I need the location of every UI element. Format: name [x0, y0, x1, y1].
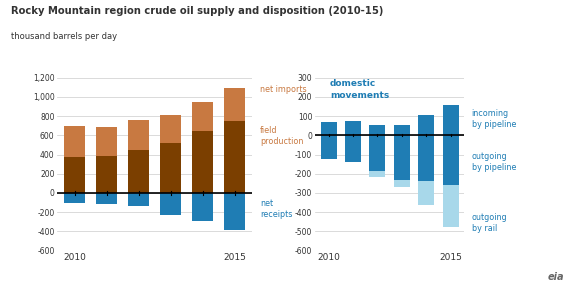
Bar	[443, 185, 458, 227]
Bar	[65, 158, 85, 193]
Bar	[394, 179, 410, 187]
Text: eia: eia	[548, 272, 564, 282]
Bar	[224, 193, 245, 230]
Text: domestic
movements: domestic movements	[330, 79, 389, 100]
Bar	[418, 115, 434, 135]
Bar	[370, 171, 386, 177]
Bar	[65, 126, 85, 158]
Bar	[160, 143, 181, 193]
Text: net imports: net imports	[260, 85, 307, 94]
Bar	[128, 150, 149, 193]
Text: outgoing
by rail: outgoing by rail	[472, 213, 507, 233]
Bar	[192, 193, 213, 221]
Text: field
production: field production	[260, 126, 303, 146]
Bar	[192, 130, 213, 193]
Bar	[160, 193, 181, 215]
Bar	[128, 193, 149, 206]
Bar	[418, 181, 434, 205]
Bar	[443, 135, 458, 185]
Bar	[128, 120, 149, 150]
Bar	[96, 156, 117, 193]
Bar	[370, 135, 386, 171]
Bar	[192, 102, 213, 130]
Bar	[443, 105, 458, 135]
Bar	[370, 125, 386, 135]
Text: outgoing
by pipeline: outgoing by pipeline	[472, 152, 516, 172]
Bar	[345, 135, 361, 162]
Bar	[394, 125, 410, 135]
Bar	[224, 88, 245, 121]
Text: net
receipts: net receipts	[260, 199, 292, 219]
Bar	[321, 135, 336, 159]
Bar	[345, 121, 361, 135]
Bar	[96, 127, 117, 156]
Text: incoming
by pipeline: incoming by pipeline	[472, 109, 516, 129]
Bar	[224, 121, 245, 193]
Text: Rocky Mountain region crude oil supply and disposition (2010-15): Rocky Mountain region crude oil supply a…	[11, 6, 384, 16]
Bar	[65, 193, 85, 202]
Bar	[321, 122, 336, 135]
Bar	[160, 115, 181, 143]
Bar	[96, 193, 117, 204]
Text: thousand barrels per day: thousand barrels per day	[11, 32, 117, 41]
Bar	[394, 135, 410, 179]
Bar	[418, 135, 434, 181]
